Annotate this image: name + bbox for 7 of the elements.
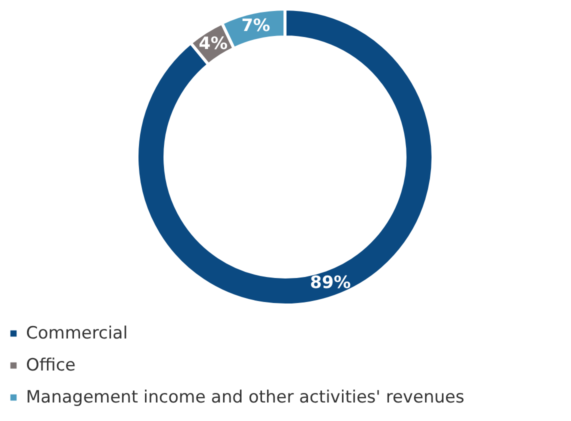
- legend-label: Management income and other activities' revenues: [26, 388, 464, 408]
- legend-label: Commercial: [26, 324, 128, 344]
- data-label: 4%: [198, 34, 228, 54]
- data-label: 7%: [241, 16, 270, 36]
- data-label: 89%: [310, 273, 351, 294]
- donut-slice: [136, 8, 434, 306]
- legend-label: Office: [26, 356, 76, 376]
